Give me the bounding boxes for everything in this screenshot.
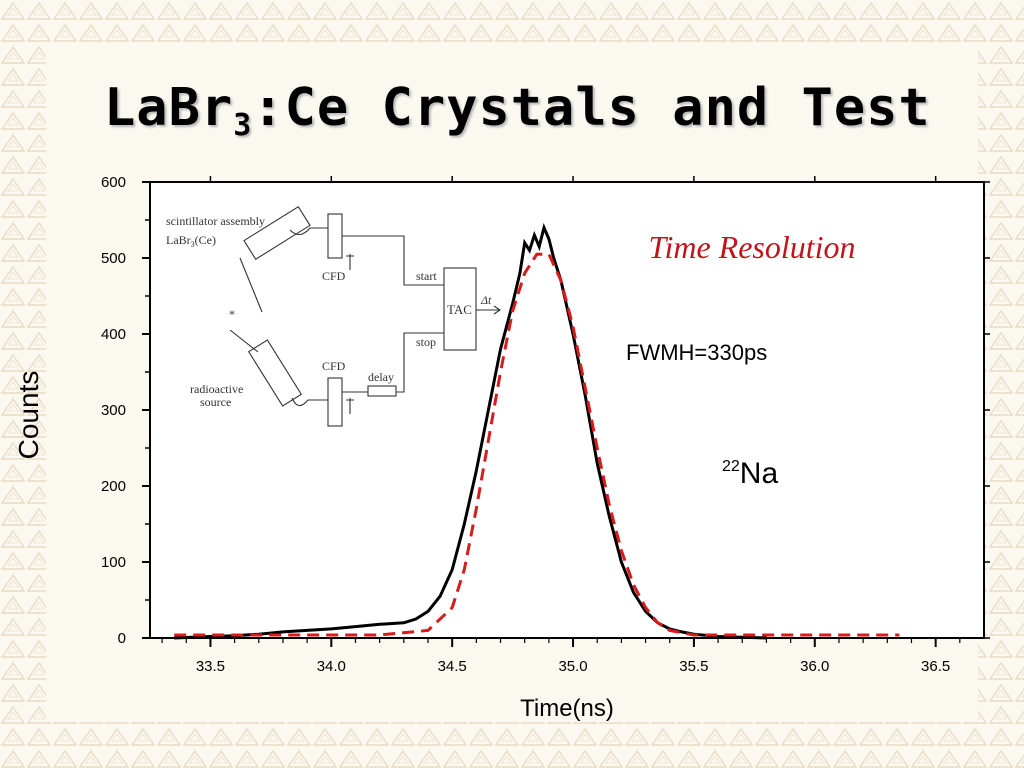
isotope-annotation: 22Na	[722, 457, 778, 490]
title-main: LaBr	[104, 78, 234, 138]
signal-pulse-bottom	[291, 397, 328, 407]
inset-delay-label: delay	[368, 370, 394, 384]
inset-delta-t-label: Δt	[480, 293, 492, 307]
x-tick-label: 35.0	[558, 658, 587, 675]
y-tick-label: 100	[101, 554, 126, 571]
x-axis-label: Time(ns)	[520, 695, 614, 722]
inset-tac-label: TAC	[447, 302, 472, 317]
inset-source-label: source	[200, 395, 231, 409]
x-tick-label: 36.5	[921, 658, 950, 675]
inset-cfd-bottom-label: CFD	[322, 359, 346, 373]
cfd-threshold-top	[346, 254, 354, 270]
title-subscript: 3	[233, 108, 253, 143]
inset-labels: scintillator assembly LaBr3(Ce) CFD CFD …	[166, 214, 492, 409]
start-line	[342, 235, 444, 286]
gamma-ray-arrow-top	[239, 257, 263, 313]
series-layer	[174, 222, 900, 640]
y-tick-label: 300	[101, 402, 126, 419]
cfd-threshold-bottom	[346, 398, 354, 414]
x-tick-label: 34.5	[438, 658, 467, 675]
y-tick-label: 600	[101, 174, 126, 191]
fit-curve-red-dashed	[174, 252, 900, 637]
inset-labr-label: LaBr3(Ce)	[166, 233, 216, 249]
inset-radioactive-label: radioactive	[190, 382, 243, 396]
y-tick-label: 0	[118, 630, 126, 647]
inset-scintillator-label: scintillator assembly	[166, 214, 265, 228]
stop-line	[396, 332, 444, 393]
cfd-box-bottom	[327, 377, 343, 427]
fwhm-annotation: FWMH=330ps	[626, 340, 767, 365]
y-tick-label: 200	[101, 478, 126, 495]
tac-output-arrowhead	[493, 305, 501, 315]
time-resolution-annotation: Time Resolution	[648, 229, 855, 265]
x-tick-labels: 33.5 34.0 34.5 35.0 35.5 36.0 36.5	[196, 658, 950, 675]
isotope-symbol: Na	[740, 457, 779, 490]
x-tick-label: 36.0	[800, 658, 829, 675]
axis-ticks	[142, 176, 990, 647]
gamma-ray-arrow-bottom	[229, 329, 259, 353]
x-tick-label: 35.5	[679, 658, 708, 675]
inset-cfd-top-label: CFD	[322, 269, 346, 283]
slide-title: LaBr3:Ce Crystals and Test	[104, 78, 931, 143]
inset-circuit-diagram	[229, 205, 501, 427]
y-axis-label: Counts	[13, 371, 44, 460]
detector-bottom	[247, 339, 303, 407]
isotope-mass-number: 22	[722, 458, 740, 475]
x-tick-label: 34.0	[317, 658, 346, 675]
x-tick-label: 33.5	[196, 658, 225, 675]
y-tick-label: 400	[101, 326, 126, 343]
signal-pulse-top	[289, 227, 328, 236]
delay-box	[367, 385, 397, 397]
inset-start-label: start	[416, 269, 437, 283]
measured-spectrum-black	[174, 222, 767, 640]
y-tick-label: 500	[101, 250, 126, 267]
inset-stop-label: stop	[416, 335, 436, 349]
detector-top	[243, 205, 311, 261]
y-tick-labels: 0 100 200 300 400 500 600	[101, 174, 126, 647]
title-rest: :Ce Crystals and Test	[252, 78, 931, 138]
tac-box	[443, 267, 477, 351]
inset-source-marker: *	[229, 307, 235, 321]
plot-frame	[149, 181, 985, 639]
